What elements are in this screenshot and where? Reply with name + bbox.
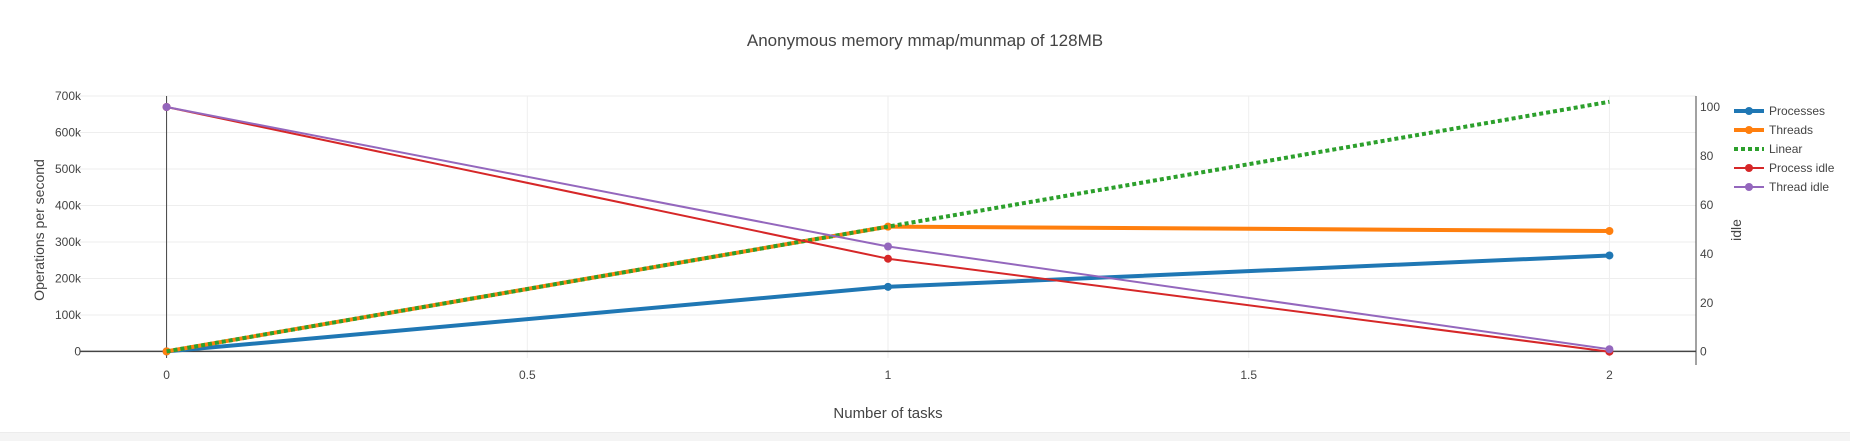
y-tick-label: 100k [55,308,82,322]
data-point-process-idle[interactable] [884,254,892,263]
y2-tick-label: 40 [1700,247,1714,261]
y-tick-label: 600k [55,125,82,139]
y-axis-label: Operations per second [31,159,47,301]
y2-axis-label: idle [1728,219,1744,241]
y-tick-label: 200k [55,271,82,285]
y2-tick-label: 100 [1700,100,1720,114]
legend-label: Linear [1769,142,1802,156]
legend-item-processes[interactable]: Processes [1734,104,1825,118]
series-line-linear [166,99,1610,354]
y-tick-label: 400k [55,198,82,212]
legend-item-thread-idle[interactable]: Thread idle [1734,180,1829,194]
y-tick-label: 300k [55,235,82,249]
y2-tick-label: 60 [1700,198,1714,212]
x-axis-label: Number of tasks [833,405,942,422]
legend-marker [1745,183,1753,191]
data-point-thread-idle[interactable] [162,103,171,112]
legend-marker [1745,164,1753,172]
y-tick-label: 500k [55,162,82,176]
data-point-thread-idle[interactable] [1605,345,1614,354]
tick-labels: 0 0.5 1 1.5 20100k200k300k400k500k600k700k02… [55,89,1720,382]
legend-item-linear[interactable]: Linear [1734,142,1802,156]
x-tick-label: 1 [885,368,892,382]
chart-title: Anonymous memory mmap/munmap of 128MB [747,31,1103,50]
legend-item-threads[interactable]: Threads [1734,123,1813,137]
x-tick-label: 0 [163,368,170,382]
y2-tick-label: 20 [1700,296,1714,310]
legend-label: Thread idle [1769,180,1829,194]
y2-tick-label: 0 [1700,345,1707,359]
x-tick-label: 1.5 [1240,368,1257,382]
y-tick-label: 0 [74,344,81,358]
data-point-processes[interactable] [884,282,892,291]
line-chart: Anonymous memory mmap/munmap of 128MB 0 0… [31,31,1835,422]
series-layer [162,99,1614,356]
legend[interactable]: Processes Threads Linear Process idle Thread… [1734,104,1835,194]
axes [80,96,1697,365]
data-point-threads[interactable] [1605,227,1614,236]
legend-label: Threads [1769,123,1813,137]
legend-marker [1745,126,1753,134]
data-point-processes[interactable] [1605,251,1614,260]
data-point-thread-idle[interactable] [884,242,892,251]
bottom-bar [0,432,1850,441]
legend-label: Process idle [1769,161,1835,175]
legend-item-process-idle[interactable]: Process idle [1734,161,1835,175]
grid [80,95,1696,358]
legend-label: Processes [1769,104,1825,118]
x-tick-label: 2 [1606,368,1613,382]
y-tick-label: 700k [55,89,82,103]
legend-marker [1745,107,1753,115]
y2-tick-label: 80 [1700,149,1714,163]
x-tick-label: 0.5 [519,368,536,382]
